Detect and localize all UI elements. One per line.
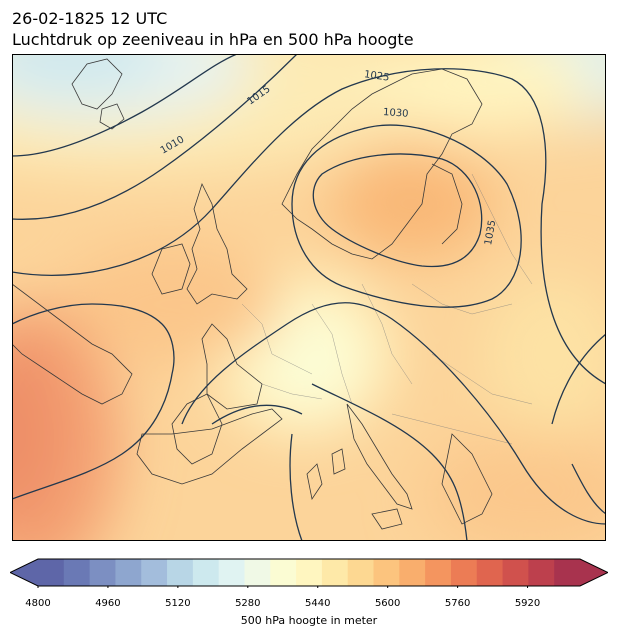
colorbar-segment: [450, 559, 478, 586]
colorbar-segment: [399, 559, 426, 586]
colorbar-tick-label: 4960: [95, 598, 121, 609]
map-title-date: 26-02-1825 12 UTC: [12, 9, 168, 28]
colorbar-segment: [528, 559, 555, 586]
colorbar-tick-label: 5760: [444, 598, 471, 609]
colorbar-segment: [244, 559, 271, 586]
colorbar-segment: [218, 559, 246, 586]
colorbar-segment: [115, 559, 142, 586]
colorbar-tick-label: 5600: [374, 598, 401, 609]
colorbar: [10, 558, 608, 588]
colorbar-tick-label: 5120: [165, 598, 191, 609]
colorbar-segment: [192, 559, 220, 586]
colorbar-segment: [38, 559, 65, 586]
colorbar-segment: [502, 559, 529, 586]
map-title-description: Luchtdruk op zeeniveau in hPa en 500 hPa…: [12, 30, 414, 49]
isobar-label-1030: 1030: [383, 107, 409, 120]
colorbar-segment: [89, 559, 117, 586]
colorbar-segment: [270, 559, 297, 586]
coastlines: [12, 58, 493, 530]
weather-map: 1010 1015 1025 1030 1035: [12, 54, 606, 541]
colorbar-tick-label: 5920: [514, 598, 541, 609]
colorbar-segment: [425, 559, 452, 586]
colorbar-segment: [347, 559, 375, 586]
colorbar-segments: [38, 559, 581, 586]
country-borders: [241, 173, 533, 445]
isobars: [12, 54, 606, 541]
colorbar-extend-low: [10, 559, 38, 586]
colorbar-tick-label: 4800: [25, 598, 51, 609]
colorbar-tick-label: 5280: [235, 598, 261, 609]
colorbar-segment: [296, 559, 323, 586]
colorbar-tick-label: 5440: [305, 598, 331, 609]
map-frame: [12, 54, 606, 541]
colorbar-label: 500 hPa hoogte in meter: [240, 614, 378, 627]
colorbar-ticks: [37, 586, 529, 588]
colorbar-segment: [167, 559, 194, 586]
isobar-label-1035: 1035: [483, 219, 498, 246]
colorbar-segment: [373, 559, 400, 586]
colorbar-segment: [554, 559, 581, 586]
isobar-label-1025: 1025: [363, 69, 390, 83]
colorbar-segment: [476, 559, 504, 586]
colorbar-extend-high: [580, 559, 608, 586]
colorbar-segment: [321, 559, 349, 586]
colorbar-segment: [63, 559, 91, 586]
colorbar-segment: [141, 559, 168, 586]
